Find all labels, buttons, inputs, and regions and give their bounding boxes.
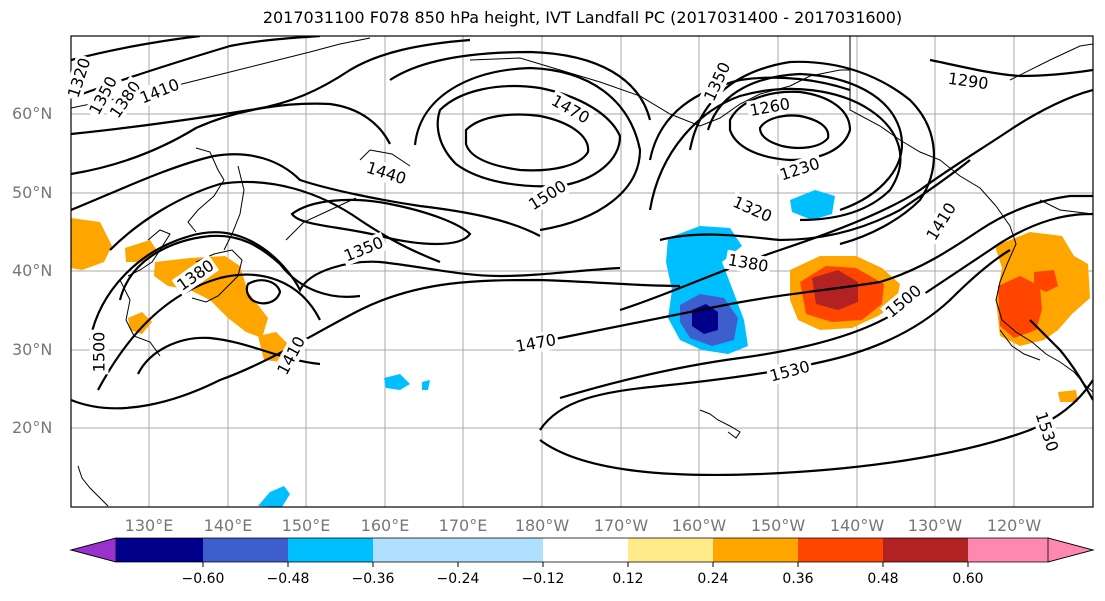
lon-label: 120°W: [986, 516, 1042, 535]
contour-label-halo: [921, 197, 962, 246]
lon-label: 180°W: [514, 516, 570, 535]
contour-label: 1440: [364, 158, 409, 189]
contour-label-halo: [746, 93, 794, 121]
contour-label: 1410: [922, 199, 960, 244]
colorbar-bin: [798, 538, 883, 562]
contour-label-halo: [171, 254, 220, 296]
lon-label: 160°E: [360, 516, 410, 535]
lon-label: 170°W: [593, 516, 649, 535]
colorbar-bin: [543, 538, 628, 562]
colorbar-bin: [883, 538, 968, 562]
contour-label-halo: [84, 71, 123, 120]
contour-label-halo: [63, 53, 95, 102]
lon-label: 170°E: [438, 516, 488, 535]
lat-label: 30°N: [12, 340, 53, 359]
lat-label: 50°N: [12, 183, 53, 202]
contour-label: 1230: [777, 154, 822, 185]
lon-label: 140°E: [203, 516, 253, 535]
colorbar-tick-label: 0.36: [782, 571, 814, 587]
contour-label-halo: [1031, 407, 1063, 456]
contour-label: 1350: [341, 233, 386, 266]
contour-label-halo: [728, 191, 777, 227]
colorbar-outline: [69, 537, 1095, 563]
map-area: [71, 36, 1093, 507]
contour-label: 1500: [90, 332, 109, 373]
contour-label-halo: [880, 279, 927, 323]
contour-label: 1410: [137, 75, 182, 108]
contour-label-halo: [765, 356, 814, 386]
lat-label: 40°N: [12, 261, 53, 280]
lon-label: 130°E: [124, 516, 174, 535]
colorbar-bin: [288, 538, 373, 562]
colorbar-tick-label: −0.36: [351, 571, 395, 587]
map-frame: [70, 35, 1094, 508]
contour-label-halo: [135, 73, 184, 109]
contour-label-halo: [546, 89, 595, 129]
contour-label: 1380: [726, 250, 769, 276]
contour-label-halo: [944, 68, 992, 94]
colorbar-tick-label: −0.24: [436, 571, 480, 587]
colorbar-bin: [458, 538, 543, 562]
colorbar-tick-label: 0.24: [697, 571, 729, 587]
colorbar-bin: [116, 538, 203, 562]
lat-label: 20°N: [12, 418, 53, 437]
colorbar-tick-label: −0.12: [521, 571, 565, 587]
contour-label-halo: [104, 75, 146, 124]
colorbar-tick-label: −0.48: [266, 571, 310, 587]
contour-label-halo: [512, 329, 560, 357]
lat-label: 60°N: [12, 104, 53, 123]
lon-label: 150°W: [750, 516, 806, 535]
map-title: 2017031100 F078 850 hPa height, IVT Land…: [262, 8, 903, 27]
colorbar-extend-min: [69, 537, 117, 563]
contour-label-halo: [699, 57, 736, 106]
contour-label: 1320: [730, 192, 775, 226]
contour-label: 1290: [947, 69, 990, 93]
contour-label-halo: [272, 331, 311, 380]
colorbar-tick-label: 0.12: [612, 571, 644, 587]
contour-label: 1320: [64, 55, 95, 100]
height-contours: [71, 36, 1093, 477]
contour-label-halo: [89, 329, 109, 375]
colorbar-bin: [968, 538, 1048, 562]
colorbar-tick-label: −0.60: [181, 571, 225, 587]
colorbar-extend-max: [1047, 537, 1095, 563]
contour-label-halo: [362, 157, 411, 189]
contour-label-halo: [523, 175, 572, 216]
contour-label: 1500: [525, 176, 570, 214]
colorbar-bin: [373, 538, 458, 562]
colorbar-bin: [713, 538, 798, 562]
colorbar: [69, 537, 1095, 567]
contour-label: 1530: [768, 357, 812, 386]
lon-label: 150°E: [281, 516, 331, 535]
lon-label: 140°W: [829, 516, 885, 535]
contour-label-halo: [339, 231, 388, 267]
colorbar-bin: [628, 538, 713, 562]
colorbar-tick-label: 0.48: [867, 571, 899, 587]
colorbar-tick-label: 0.60: [952, 571, 984, 587]
contour-label-halo: [724, 249, 772, 277]
colorbar-bin: [203, 538, 288, 562]
lon-label: 130°W: [907, 516, 963, 535]
ivt-shading: [71, 190, 1090, 507]
lon-label: 160°W: [671, 516, 727, 535]
contour-label-halo: [775, 153, 824, 185]
contour-label: 1470: [514, 330, 557, 356]
